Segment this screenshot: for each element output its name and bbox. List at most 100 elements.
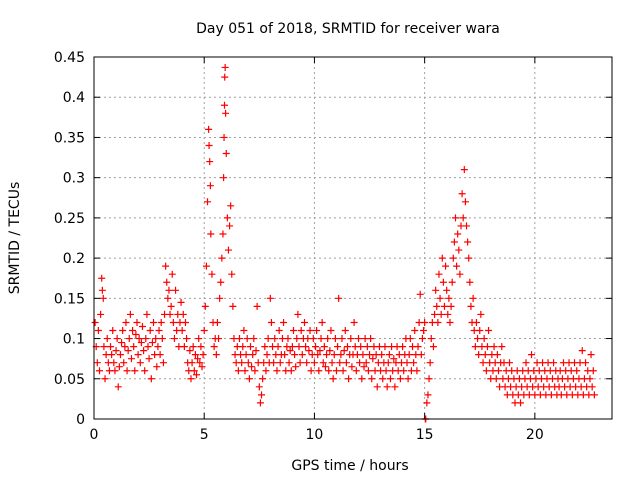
data-point	[222, 109, 230, 117]
x-tick-label: 15	[416, 427, 434, 443]
data-point	[328, 359, 336, 367]
data-point	[198, 363, 206, 371]
data-point	[97, 310, 105, 318]
data-point	[378, 351, 386, 359]
data-point	[274, 343, 282, 351]
data-point	[93, 359, 101, 367]
data-point	[460, 166, 468, 174]
data-point	[158, 335, 166, 343]
data-point	[356, 359, 364, 367]
data-point	[293, 335, 301, 343]
data-point	[250, 335, 258, 343]
data-point	[218, 254, 226, 262]
data-point	[323, 351, 331, 359]
data-point	[400, 367, 408, 375]
data-point	[222, 150, 230, 158]
data-point	[359, 351, 367, 359]
data-point	[166, 310, 174, 318]
data-point	[220, 101, 228, 109]
data-point	[390, 355, 398, 363]
data-point	[99, 294, 107, 302]
data-point	[456, 270, 464, 278]
data-point	[223, 214, 231, 222]
data-point	[413, 367, 421, 375]
data-point	[110, 359, 118, 367]
data-point	[573, 367, 581, 375]
data-point	[320, 343, 328, 351]
y-tick-label: 0.35	[54, 130, 85, 146]
data-point	[425, 375, 433, 383]
data-point	[131, 367, 139, 375]
data-point	[295, 343, 303, 351]
data-point	[125, 335, 133, 343]
data-point	[379, 375, 387, 383]
data-point	[152, 335, 160, 343]
data-point	[119, 327, 127, 335]
data-point	[239, 343, 247, 351]
data-point	[363, 343, 371, 351]
data-point	[101, 375, 109, 383]
data-point	[385, 351, 393, 359]
data-point	[129, 327, 137, 335]
data-point	[248, 363, 256, 371]
data-point	[252, 347, 260, 355]
data-point	[201, 302, 209, 310]
data-point	[438, 254, 446, 262]
data-point	[96, 367, 104, 375]
x-tick-label: 10	[306, 427, 324, 443]
data-point	[343, 343, 351, 351]
data-point	[204, 198, 212, 206]
data-point	[455, 246, 463, 254]
data-point	[276, 359, 284, 367]
data-point	[202, 262, 210, 270]
data-point	[317, 335, 325, 343]
data-point	[303, 359, 311, 367]
data-point	[245, 375, 253, 383]
data-point	[440, 302, 448, 310]
data-point	[588, 383, 596, 391]
data-point	[476, 327, 484, 335]
data-point	[467, 302, 475, 310]
data-point	[163, 278, 171, 286]
y-axis-label: SRMTID / TECUs	[7, 182, 23, 295]
data-point	[490, 343, 498, 351]
data-point	[155, 327, 163, 335]
data-point	[421, 318, 429, 326]
data-point	[262, 367, 270, 375]
data-point	[221, 73, 229, 81]
data-point	[167, 302, 175, 310]
data-point	[241, 367, 249, 375]
y-tick-label: 0.45	[54, 50, 85, 66]
data-point	[384, 359, 392, 367]
data-point	[195, 335, 203, 343]
data-point	[199, 351, 207, 359]
data-point	[286, 347, 294, 355]
data-point	[350, 318, 358, 326]
y-tick-label: 0.05	[54, 372, 85, 388]
data-point	[189, 343, 197, 351]
data-point	[442, 262, 450, 270]
data-point	[321, 363, 329, 371]
data-point	[122, 318, 130, 326]
data-point	[168, 270, 176, 278]
data-point	[449, 254, 457, 262]
data-point	[458, 190, 466, 198]
data-point	[403, 359, 411, 367]
data-point	[148, 339, 156, 347]
data-point	[229, 302, 237, 310]
plot-frame	[93, 56, 613, 420]
data-point	[340, 347, 348, 355]
data-point	[178, 327, 186, 335]
data-point	[188, 359, 196, 367]
data-point	[474, 335, 482, 343]
data-point	[330, 351, 338, 359]
data-point	[485, 327, 493, 335]
data-point	[111, 367, 119, 375]
chart-title: Day 051 of 2018, SRMTID for receiver war…	[196, 21, 500, 37]
data-point	[348, 363, 356, 371]
data-point	[506, 359, 514, 367]
data-point	[479, 359, 487, 367]
data-point	[315, 367, 323, 375]
data-point	[481, 351, 489, 359]
data-point	[285, 359, 293, 367]
